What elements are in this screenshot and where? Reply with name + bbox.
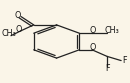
Text: CH₃: CH₃ xyxy=(1,29,16,38)
Text: O: O xyxy=(89,26,96,35)
Text: O: O xyxy=(89,43,96,52)
Text: CH₃: CH₃ xyxy=(105,26,120,35)
Text: O: O xyxy=(15,11,21,20)
Text: F: F xyxy=(122,56,126,65)
Text: F: F xyxy=(105,64,109,73)
Text: O: O xyxy=(15,25,22,34)
